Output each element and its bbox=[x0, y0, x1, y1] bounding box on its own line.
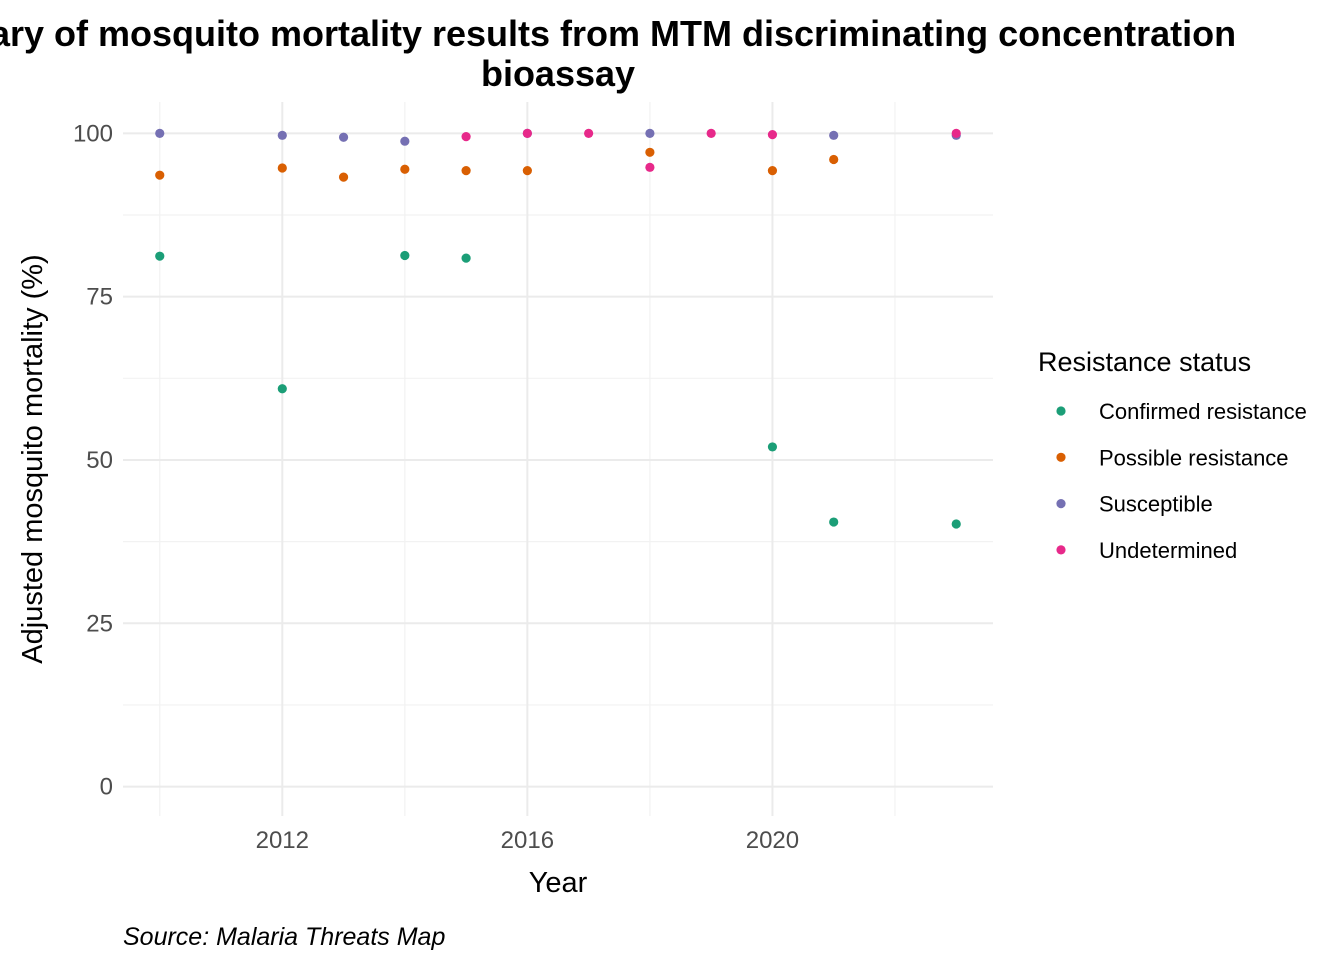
point-confirmed-resistance bbox=[829, 517, 839, 527]
y-axis-title: Adjusted mosquito mortality (%) bbox=[17, 254, 49, 663]
y-tick-label: 0 bbox=[100, 774, 113, 801]
point-possible-resistance bbox=[400, 164, 410, 174]
point-undetermined bbox=[951, 128, 961, 138]
point-susceptible bbox=[277, 130, 287, 140]
legend-item-confirmed-resistance: Confirmed resistance bbox=[1056, 399, 1307, 424]
point-susceptible bbox=[155, 128, 165, 138]
x-axis-title: Year bbox=[529, 867, 588, 899]
point-undetermined bbox=[645, 162, 655, 172]
y-tick-label: 75 bbox=[86, 284, 113, 311]
point-susceptible bbox=[829, 130, 839, 140]
legend-item-susceptible: Susceptible bbox=[1056, 492, 1213, 517]
x-axis-ticks: 2012 2016 2020 bbox=[256, 827, 800, 854]
legend-key-susceptible bbox=[1056, 499, 1066, 509]
point-confirmed-resistance bbox=[461, 253, 471, 263]
legend-key-confirmed-resistance bbox=[1056, 406, 1066, 416]
legend-label-possible-resistance: Possible resistance bbox=[1099, 445, 1289, 470]
point-possible-resistance bbox=[338, 172, 349, 182]
y-tick-label: 50 bbox=[86, 447, 113, 474]
y-tick-label: 100 bbox=[73, 120, 113, 147]
point-susceptible bbox=[338, 132, 349, 142]
legend-items: Confirmed resistance Possible resistance S… bbox=[1056, 399, 1307, 563]
legend-title: Resistance status bbox=[1038, 347, 1251, 377]
point-undetermined bbox=[522, 128, 532, 138]
point-undetermined bbox=[706, 128, 716, 138]
legend-key-undetermined bbox=[1056, 545, 1066, 555]
x-tick-label: 2016 bbox=[501, 827, 554, 854]
legend-key-possible-resistance bbox=[1056, 452, 1066, 462]
legend-item-possible-resistance: Possible resistance bbox=[1056, 445, 1289, 470]
point-susceptible bbox=[400, 136, 410, 146]
chart-title-line-1: Summary of mosquito mortality results fr… bbox=[0, 13, 1236, 54]
point-confirmed-resistance bbox=[951, 519, 961, 529]
legend-label-confirmed-resistance: Confirmed resistance bbox=[1099, 399, 1307, 424]
data-points bbox=[155, 128, 961, 529]
point-possible-resistance bbox=[155, 170, 165, 180]
point-confirmed-resistance bbox=[155, 251, 165, 261]
y-axis-ticks: 0 25 50 75 100 bbox=[73, 120, 113, 800]
point-confirmed-resistance bbox=[400, 250, 410, 261]
point-possible-resistance bbox=[645, 147, 655, 157]
major-gridlines bbox=[123, 102, 993, 816]
y-tick-label: 25 bbox=[86, 610, 113, 637]
chart-title-line-2: bioassay bbox=[481, 53, 635, 94]
point-undetermined bbox=[461, 132, 471, 142]
point-susceptible bbox=[645, 128, 655, 138]
point-undetermined bbox=[584, 128, 594, 138]
point-possible-resistance bbox=[522, 165, 532, 176]
chart-caption: Source: Malaria Threats Map bbox=[123, 923, 445, 951]
point-confirmed-resistance bbox=[767, 442, 778, 452]
chart-title: Summary of mosquito mortality results fr… bbox=[0, 13, 1236, 94]
legend-label-susceptible: Susceptible bbox=[1099, 492, 1213, 517]
point-possible-resistance bbox=[829, 154, 839, 165]
legend: Resistance status Confirmed resistance Po… bbox=[1038, 347, 1307, 563]
legend-item-undetermined: Undetermined bbox=[1056, 538, 1237, 563]
point-confirmed-resistance bbox=[277, 384, 287, 394]
x-tick-label: 2012 bbox=[256, 827, 309, 854]
point-possible-resistance bbox=[461, 165, 471, 176]
point-possible-resistance bbox=[767, 165, 778, 176]
legend-label-undetermined: Undetermined bbox=[1099, 538, 1237, 563]
point-possible-resistance bbox=[277, 163, 287, 173]
point-undetermined bbox=[767, 130, 778, 140]
x-tick-label: 2020 bbox=[746, 827, 799, 854]
